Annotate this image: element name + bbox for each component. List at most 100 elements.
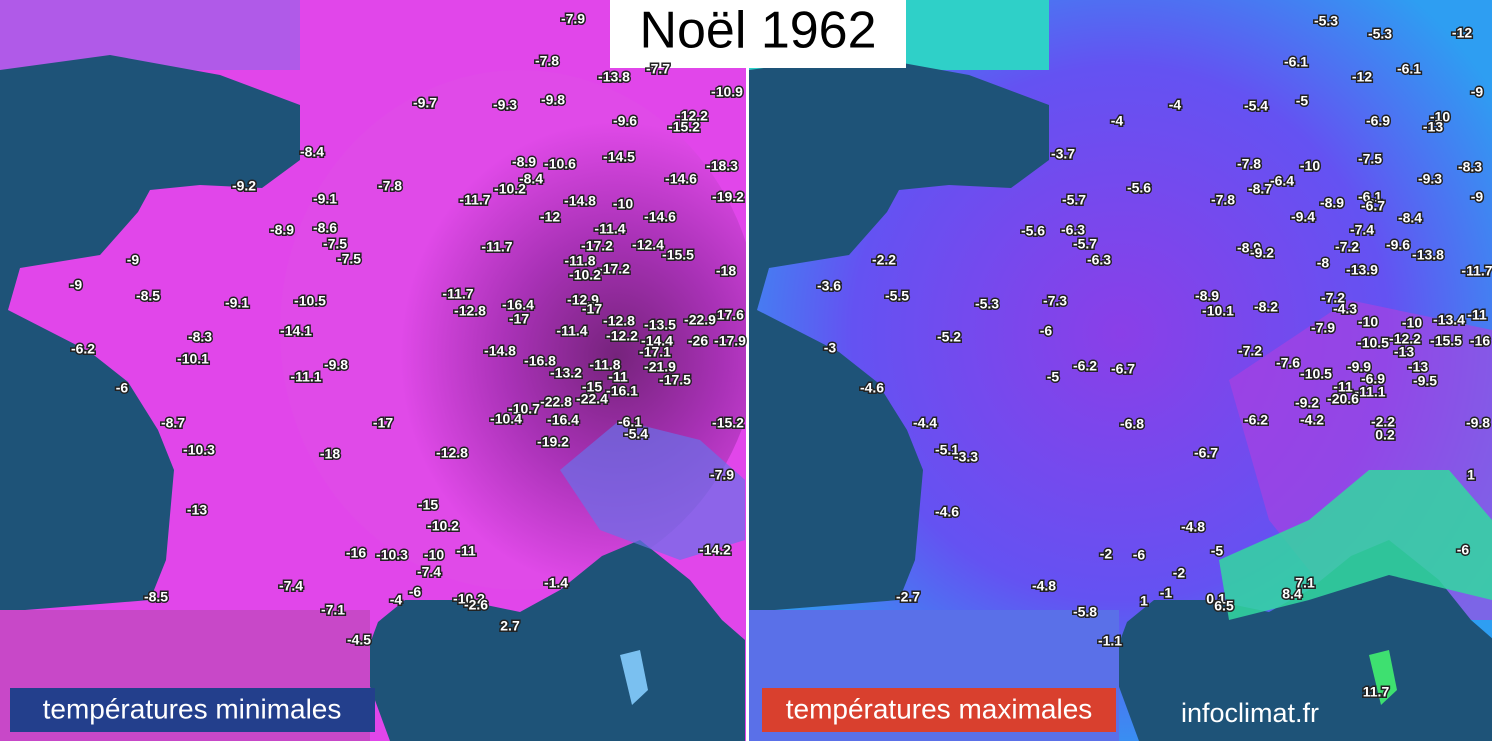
temperature-label: -12.2 bbox=[1389, 331, 1421, 347]
temperature-label: -10.3 bbox=[183, 442, 215, 458]
temperature-label: -9.9 bbox=[1347, 359, 1371, 375]
temperature-label: -7.2 bbox=[1238, 343, 1262, 359]
temperature-label: -6.2 bbox=[1073, 358, 1097, 374]
temperature-label: -6 bbox=[1133, 547, 1146, 563]
temperature-label: -9.2 bbox=[1250, 245, 1274, 261]
temperature-label: -10.1 bbox=[1202, 303, 1234, 319]
temperature-label: -14.8 bbox=[564, 193, 596, 209]
temperature-label: -6 bbox=[409, 584, 422, 600]
temperature-label: -6.3 bbox=[1061, 222, 1085, 238]
temperature-label: -4.8 bbox=[1032, 578, 1056, 594]
temperature-label: -6.7 bbox=[1111, 361, 1135, 377]
temperature-label: -1 bbox=[1160, 585, 1173, 601]
temperature-label: -7.8 bbox=[378, 178, 402, 194]
temperature-label: -5.3 bbox=[975, 296, 999, 312]
temperature-label: -9.1 bbox=[225, 295, 249, 311]
temperature-label: -11.4 bbox=[594, 221, 625, 237]
temperature-label: -2.7 bbox=[896, 589, 920, 605]
temperature-label: -4 bbox=[390, 592, 403, 608]
left-map bbox=[0, 0, 760, 741]
temperature-label: -20.6 bbox=[1327, 391, 1359, 407]
temperature-label: -10.2 bbox=[453, 591, 485, 607]
temperature-label: -2 bbox=[1173, 565, 1186, 581]
temperature-label: -13 bbox=[1423, 119, 1443, 135]
temperature-label: -2.2 bbox=[1371, 414, 1395, 430]
temperature-label: -12.9 bbox=[567, 292, 599, 308]
temperature-label: -10.2 bbox=[494, 181, 526, 197]
temperature-label: -16 bbox=[346, 545, 366, 561]
temperature-label: -12 bbox=[1452, 25, 1472, 41]
temperature-label: -7.5 bbox=[337, 251, 361, 267]
temperature-label: -17 bbox=[373, 415, 393, 431]
temperature-label: -8.9 bbox=[1320, 195, 1344, 211]
temperature-label: -5.7 bbox=[1062, 192, 1086, 208]
temperature-label: -6 bbox=[1040, 323, 1053, 339]
temperature-label: -9 bbox=[1471, 189, 1484, 205]
caption-max: températures maximales bbox=[786, 693, 1093, 724]
temperature-label: 1 bbox=[1140, 593, 1148, 609]
temperature-label: -19.2 bbox=[537, 434, 569, 450]
temperature-label: -13.8 bbox=[1412, 247, 1444, 263]
temperature-label: -9.6 bbox=[613, 113, 637, 129]
temperature-label: -9.4 bbox=[1291, 209, 1315, 225]
temperature-label: -7.4 bbox=[279, 578, 303, 594]
temperature-label: 7.1 bbox=[1295, 575, 1315, 591]
temperature-label: -13 bbox=[1394, 344, 1414, 360]
temperature-label: -15.5 bbox=[1430, 333, 1462, 349]
temperature-label: -6.2 bbox=[71, 341, 95, 357]
temperature-label: -10.5 bbox=[1357, 335, 1389, 351]
temperature-label: -17.2 bbox=[598, 261, 630, 277]
temperature-label: -17.2 bbox=[581, 238, 613, 254]
temperature-label: -8.9 bbox=[1195, 288, 1219, 304]
temperature-label: -16 bbox=[1470, 333, 1490, 349]
temperature-label: -17 bbox=[582, 301, 602, 317]
temperature-label: -12 bbox=[1352, 69, 1372, 85]
temperature-label: -1.1 bbox=[1098, 633, 1122, 649]
temperature-label: -9.8 bbox=[1466, 415, 1490, 431]
temperature-label: -18 bbox=[320, 446, 340, 462]
temperature-label: -7.8 bbox=[535, 53, 559, 69]
temperature-label: -11 bbox=[608, 369, 628, 385]
temperature-label: -7.6 bbox=[1276, 355, 1300, 371]
temperature-label: -12.2 bbox=[606, 328, 638, 344]
temperature-label: -10.6 bbox=[544, 156, 576, 172]
temperature-label: -2.6 bbox=[464, 597, 488, 613]
temperature-label: -5 bbox=[1047, 369, 1060, 385]
temperature-label: -11.7 bbox=[1461, 263, 1492, 279]
temperature-label: -17.5 bbox=[659, 372, 691, 388]
temperature-label: -5 bbox=[1211, 543, 1224, 559]
temperature-label: -12.8 bbox=[454, 303, 486, 319]
temperature-label: -8.9 bbox=[1237, 240, 1261, 256]
temperature-label: -11.7 bbox=[481, 239, 512, 255]
temperature-label: -7.2 bbox=[1321, 290, 1345, 306]
temperature-label: -10.5 bbox=[294, 293, 326, 309]
temperature-label: -12.4 bbox=[632, 237, 664, 253]
temperature-label: -14.4 bbox=[641, 333, 673, 349]
temperature-label: -11.1 bbox=[1354, 384, 1385, 400]
temperature-label: 11.7 bbox=[1363, 684, 1390, 700]
temperature-label: -16.4 bbox=[547, 412, 579, 428]
temperature-label: -8.7 bbox=[1248, 181, 1272, 197]
temperature-label: -12 bbox=[540, 209, 560, 225]
temperature-label: -10.1 bbox=[177, 351, 209, 367]
temperature-label: -13.8 bbox=[598, 69, 630, 85]
temperature-label: -4.6 bbox=[860, 380, 884, 396]
temperature-label: -5.7 bbox=[1073, 236, 1097, 252]
temperature-label: -12.8 bbox=[436, 445, 468, 461]
temperature-label: -18.3 bbox=[706, 158, 738, 174]
temperature-label: -13 bbox=[1408, 359, 1428, 375]
temperature-label: -11.8 bbox=[564, 253, 595, 269]
temperature-label: -11.7 bbox=[459, 192, 490, 208]
temperature-label: -14.6 bbox=[665, 171, 697, 187]
temperature-label: -6.4 bbox=[1270, 173, 1294, 189]
temperature-label: -6.9 bbox=[1366, 113, 1390, 129]
temperature-label: -5 bbox=[1296, 93, 1309, 109]
temperature-label: -9.8 bbox=[541, 92, 565, 108]
temperature-label: -6.2 bbox=[1244, 412, 1268, 428]
temperature-label: -8.5 bbox=[136, 288, 160, 304]
temperature-labels: -7.9 -7.8 -13.8 -7.7 -10.9 -9.7 -9.3 -9.8 -9.6 -1… bbox=[68, 9, 747, 649]
temperature-label: -6.8 bbox=[1120, 416, 1144, 432]
temperature-label: 1 bbox=[1467, 467, 1475, 483]
temperature-label: -22.9 bbox=[684, 312, 716, 328]
